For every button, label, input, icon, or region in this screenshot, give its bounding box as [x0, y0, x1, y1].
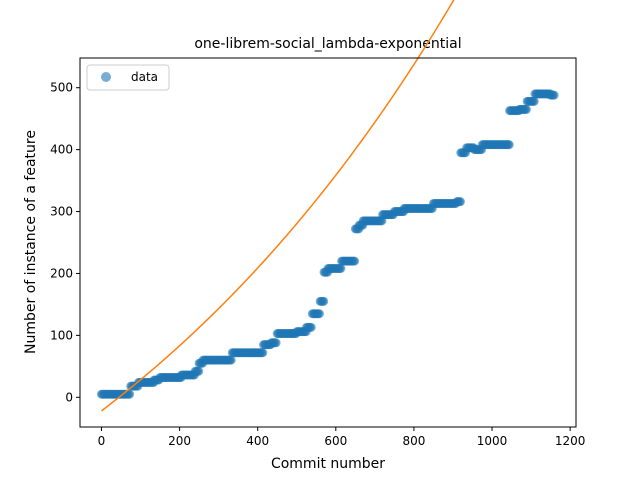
data-point	[455, 197, 465, 207]
data-point	[258, 348, 268, 358]
data-point	[271, 338, 281, 348]
data-point	[319, 296, 329, 306]
data-point	[504, 140, 514, 150]
x-axis: 0 200 400 600 800 1000 1200	[98, 427, 586, 448]
x-tick-label: 1000	[477, 434, 508, 448]
y-tick-label: 300	[50, 205, 73, 219]
data-point	[125, 389, 135, 399]
y-axis: 0 100 200 300 400 500	[50, 81, 80, 404]
y-tick-label: 0	[65, 390, 73, 404]
x-axis-label: Commit number	[271, 456, 385, 472]
legend-label-data: data	[131, 70, 158, 84]
data-point	[194, 366, 204, 376]
legend: data	[86, 64, 170, 91]
chart-title: one-librem-social_lambda-exponential	[194, 36, 461, 52]
axes-frame	[79, 57, 577, 428]
y-tick-label: 200	[50, 266, 73, 280]
data-point	[350, 256, 360, 266]
data-point	[226, 355, 236, 365]
y-axis-label: Number of instance of a feature	[23, 130, 39, 354]
x-tick-label: 800	[402, 434, 425, 448]
fit-line	[101, 0, 455, 412]
x-tick-label: 200	[168, 434, 191, 448]
data-point	[521, 104, 531, 114]
x-tick-label: 0	[98, 434, 106, 448]
y-tick-label: 500	[50, 81, 73, 95]
y-tick-label: 100	[50, 328, 73, 342]
x-tick-label: 600	[324, 434, 347, 448]
y-tick-label: 400	[50, 143, 73, 157]
data-series	[96, 89, 559, 399]
plot-area	[96, 0, 559, 412]
data-point	[549, 90, 559, 100]
x-tick-label: 1200	[555, 434, 586, 448]
data-point	[306, 322, 316, 332]
data-point	[336, 264, 346, 273]
x-tick-label: 400	[246, 434, 269, 448]
legend-box	[86, 64, 170, 91]
data-point	[314, 309, 324, 319]
legend-marker-data	[101, 72, 111, 82]
data-point	[529, 96, 539, 106]
